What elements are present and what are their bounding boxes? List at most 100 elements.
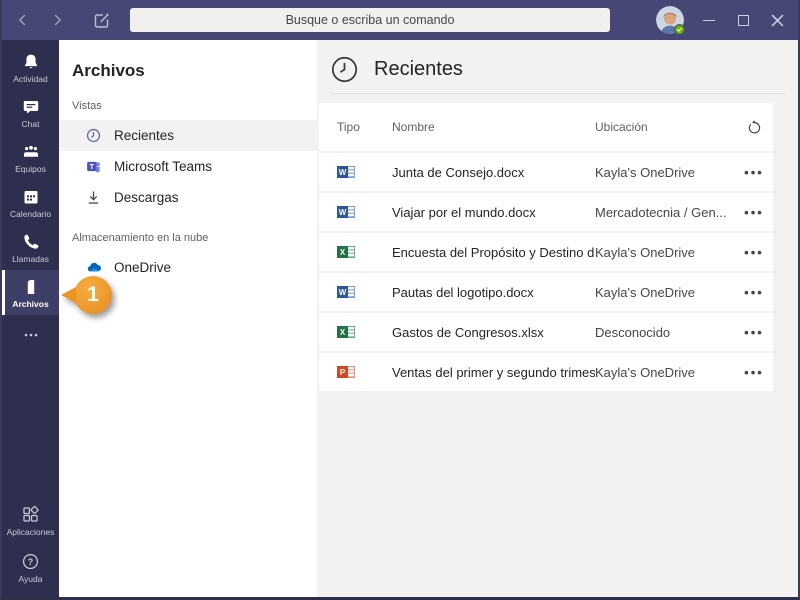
rail-item-actividad[interactable]: Actividad [2,45,59,90]
more-options-icon[interactable]: ••• [744,364,764,380]
main-content: Recientes Tipo Nombre Ubicación [317,40,798,597]
file-location: Kayla's OneDrive [595,164,696,180]
rail-bottom-group: Aplicaciones ? Ayuda [2,497,59,597]
chat-icon [23,100,38,114]
file-name[interactable]: Encuesta del Propósito y Destino de ... [392,244,595,260]
svg-text:?: ? [28,557,33,567]
app-rail: Actividad Chat Equipos [2,40,59,597]
status-available-icon [674,24,685,35]
table-row[interactable]: W Pautas del logotipo.docx Kayla's OneDr… [319,273,773,311]
rail-item-archivos[interactable]: Archivos [2,270,59,315]
word-file-icon: W [337,204,355,220]
user-avatar[interactable] [656,6,685,35]
excel-file-icon: X [337,324,355,340]
file-location: Kayla's OneDrive [595,284,696,300]
svg-text:T: T [90,162,95,171]
excel-file-icon: X [337,244,355,260]
rail-item-aplicaciones[interactable]: Aplicaciones [2,497,59,544]
column-header-nombre: Nombre [392,120,435,134]
minimize-button[interactable] [692,0,726,40]
panel-item-label: Descargas [114,190,179,205]
section-label-almacenamiento: Almacenamiento en la nube [72,232,209,244]
table-row[interactable]: P Ventas del primer y segundo trimestr..… [319,353,773,391]
command-search-input[interactable] [130,8,610,32]
onedrive-cloud-icon [85,259,102,276]
table-row[interactable]: W Junta de Consejo.docx Kayla's OneDrive… [319,153,773,191]
more-options-icon[interactable]: ••• [744,284,764,300]
file-location: Kayla's OneDrive [595,244,696,260]
panel-title: Archivos [72,61,145,80]
rail-label: Aplicaciones [6,527,55,537]
file-location: Mercadotecnia / Gen... [595,204,727,220]
main-header: Recientes [317,53,798,85]
rail-label: Llamadas [12,253,49,264]
panel-item-label: Microsoft Teams [114,159,213,174]
minimize-icon [703,19,715,21]
maximize-icon [737,14,749,26]
back-button[interactable] [10,7,36,33]
file-location: Desconocido [595,324,671,340]
page-title: Recientes [374,57,463,80]
download-icon [85,189,102,206]
file-icon [27,279,34,294]
panel-item-onedrive[interactable]: OneDrive [59,252,317,283]
callout-tail [61,287,76,303]
file-name[interactable]: Viajar por el mundo.docx [392,204,536,220]
rail-item-llamadas[interactable]: Llamadas [2,225,59,270]
rail-label: Archivos [12,298,49,309]
table-row[interactable]: W Viajar por el mundo.docx Mercadotecnia… [319,193,773,231]
clock-icon [331,56,358,82]
rail-item-calendario[interactable]: Calendario [2,180,59,225]
close-icon [771,14,783,26]
calendar-icon [24,190,37,203]
files-side-panel: Archivos Vistas Recientes [59,40,317,597]
rail-label: Actividad [13,73,48,84]
more-options-icon[interactable]: ••• [744,164,764,180]
back-chevron-icon [18,14,26,26]
more-options-icon[interactable]: ••• [744,324,764,340]
maximize-button[interactable] [726,0,760,40]
panel-item-recientes[interactable]: Recientes [59,120,317,151]
rail-label: Equipos [15,163,46,174]
file-name[interactable]: Gastos de Congresos.xlsx [392,324,544,340]
rail-more-button[interactable] [2,315,59,355]
rail-label: Chat [21,118,40,129]
panel-item-label: OneDrive [114,260,172,275]
ellipsis-icon [24,333,37,337]
table-header-row: Tipo Nombre Ubicación [319,103,773,151]
header-divider [331,93,785,94]
file-name[interactable]: Junta de Consejo.docx [392,164,525,180]
compose-icon [94,13,109,28]
rail-item-ayuda[interactable]: ? Ayuda [2,544,59,591]
avatar-photo [656,6,684,34]
rail-item-chat[interactable]: Chat [2,90,59,135]
more-options-icon[interactable]: ••• [744,204,764,220]
table-row[interactable]: X Gastos de Congresos.xlsx Desconocido •… [319,313,773,351]
panel-item-microsoft-teams[interactable]: T Microsoft Teams [59,151,317,182]
bell-icon [24,54,37,68]
more-options-icon[interactable]: ••• [744,244,764,260]
forward-chevron-icon [54,14,62,26]
column-header-tipo: Tipo [337,120,360,134]
file-name[interactable]: Pautas del logotipo.docx [392,284,534,300]
help-icon: ? [22,553,39,570]
forward-button[interactable] [44,7,70,33]
panel-item-descargas[interactable]: Descargas [59,182,317,213]
column-header-ubicacion: Ubicación [595,120,648,134]
word-file-icon: W [337,164,355,180]
new-chat-button[interactable] [88,6,116,34]
panel-item-label: Recientes [114,128,175,143]
rail-label: Ayuda [18,574,43,584]
close-button[interactable] [760,0,794,40]
callout-number: 1 [74,276,112,314]
step-callout-badge: 1 [61,276,112,314]
table-row[interactable]: X Encuesta del Propósito y Destino de ..… [319,233,773,271]
rail-item-equipos[interactable]: Equipos [2,135,59,180]
refresh-button[interactable] [735,119,773,136]
section-label-vistas: Vistas [72,100,102,112]
refresh-icon [748,119,760,133]
recent-files-table: Tipo Nombre Ubicación W Junta de Consejo… [319,103,773,393]
file-name[interactable]: Ventas del primer y segundo trimestr... [392,364,595,380]
people-icon [23,145,38,157]
